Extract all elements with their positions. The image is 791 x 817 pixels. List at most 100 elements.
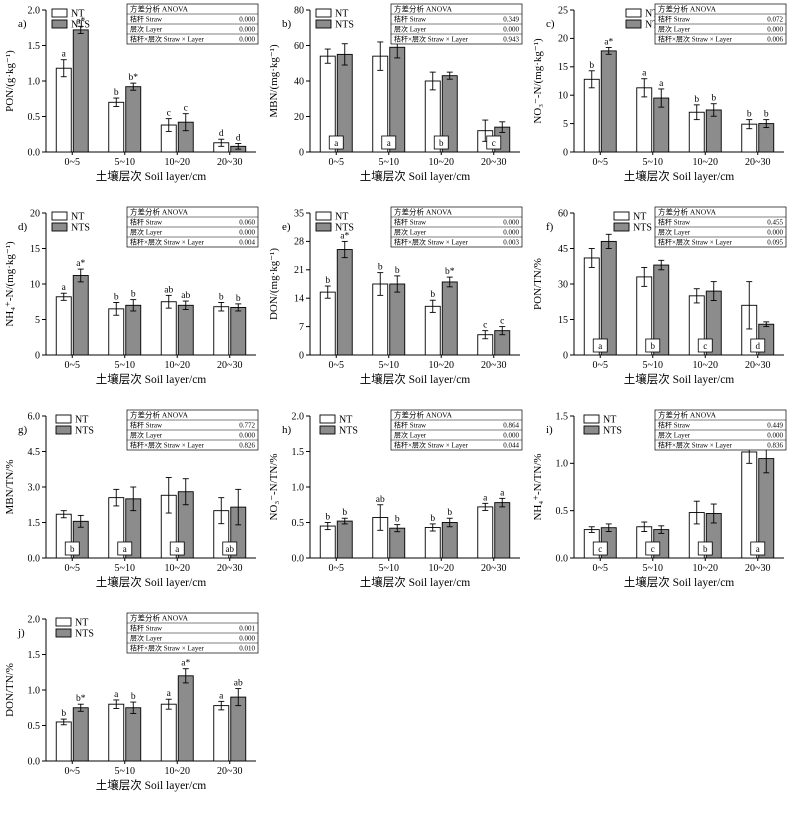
- bar-nts-0~5: [72, 707, 89, 762]
- x-tick-label: 5~10: [379, 563, 399, 574]
- sig-letter: b: [589, 61, 594, 71]
- sig-letter: a*: [181, 659, 190, 669]
- legend-swatch-nts: [319, 425, 336, 435]
- x-tick-label: 10~20: [165, 157, 190, 168]
- anova-row-label: 秸秆×层次 Straw × Layer: [394, 238, 468, 247]
- bar-nts-10~20: [177, 675, 194, 762]
- y-tick-label: 0: [563, 350, 568, 361]
- anova-title: 方差分析 ANOVA: [394, 207, 453, 217]
- x-tick-label: 10~20: [429, 563, 454, 574]
- legend-swatch-nt: [55, 617, 72, 627]
- anova-row-label: 秸秆 Straw: [394, 218, 427, 227]
- sig-letter: a: [62, 283, 67, 293]
- panel-c: 0 5 10 15 20 25 0~5 b a* 5~10 a a 10~20 b b 20~30 b b NO₃⁻…: [532, 4, 787, 183]
- anova-title: 方差分析 ANOVA: [130, 410, 189, 420]
- anova-row-label: 秸秆×层次 Straw × Layer: [658, 238, 732, 247]
- sig-letter: c: [483, 321, 487, 331]
- sig-letter: b: [236, 294, 241, 304]
- legend-swatch-nts: [55, 425, 72, 435]
- panel-letter: h): [282, 424, 292, 436]
- sig-letter: b: [430, 514, 435, 524]
- anova-row-label: 层次 Layer: [394, 25, 427, 34]
- panel-letter: c): [546, 18, 555, 30]
- legend-label-nts: NTS: [633, 223, 652, 234]
- y-axis-label: DON/TN/%: [4, 663, 16, 717]
- sig-letter: a: [659, 79, 664, 89]
- anova-row-label: 层次 Layer: [130, 228, 163, 237]
- y-tick-label: 2.0: [292, 411, 305, 422]
- anova-row-value: 0.004: [239, 239, 255, 247]
- anova-row-value: 0.864: [503, 422, 519, 430]
- y-axis-label: DON/(mg·kg⁻¹): [268, 248, 280, 320]
- anova-row-value: 0.772: [239, 422, 255, 430]
- anova-title: 方差分析 ANOVA: [658, 207, 717, 217]
- sig-letter: b: [114, 88, 119, 98]
- sig-letter: a: [167, 689, 172, 699]
- anova-row-label: 层次 Layer: [394, 228, 427, 237]
- anova-title: 方差分析 ANOVA: [130, 207, 189, 217]
- y-axis-label: MBN/(mg·kg⁻¹): [268, 44, 280, 118]
- sig-letter-box: [645, 541, 661, 556]
- legend-swatch-nt: [583, 414, 600, 424]
- x-tick-label: 20~30: [745, 563, 770, 574]
- sig-letter: c: [167, 109, 171, 119]
- sig-letter: ab: [376, 495, 385, 505]
- bar-nts-20~30: [230, 696, 247, 762]
- y-tick-label: 45: [558, 244, 568, 255]
- anova-row-label: 秸秆×层次 Straw × Layer: [658, 441, 732, 450]
- legend-label-nts: NTS: [71, 223, 90, 234]
- y-tick-label: 0.5: [292, 518, 305, 529]
- anova-row-value: 0.060: [239, 219, 255, 227]
- sig-letter-box: [328, 135, 344, 150]
- panel-j: 0.00.51.01.52.00~5bb*5~10a b10~20aa*20~30…: [4, 613, 259, 792]
- panel-letter: i): [546, 424, 553, 436]
- anova-row-value: 0.000: [767, 229, 783, 237]
- y-tick-label: 25: [558, 5, 568, 16]
- sig-letter: c: [703, 341, 707, 351]
- panel-letter: g): [18, 424, 28, 436]
- anova-row-label: 秸秆 Straw: [130, 15, 163, 24]
- x-tick-label: 0~5: [593, 157, 608, 168]
- sig-letter-box: [117, 541, 133, 556]
- x-axis-label: 土壤层次 Soil layer/cm: [624, 372, 735, 386]
- anova-row-label: 层次 Layer: [658, 25, 691, 34]
- bar-nts-0~5: [336, 249, 353, 356]
- anova-title: 方差分析 ANOVA: [394, 410, 453, 420]
- legend-swatch-nt: [315, 211, 332, 221]
- y-tick-label: 0.5: [28, 721, 41, 732]
- sig-letter: a: [756, 544, 760, 554]
- anova-row-label: 秸秆 Straw: [394, 421, 427, 430]
- anova-row-label: 秸秆 Straw: [130, 218, 163, 227]
- bar-nt-20~30: [213, 306, 230, 356]
- x-tick-label: 20~30: [745, 360, 770, 371]
- sig-letter: c: [651, 544, 655, 554]
- legend-label-nt: NT: [75, 415, 88, 426]
- sig-letter: b*: [445, 267, 455, 277]
- sig-letter: a: [219, 691, 224, 701]
- legend-label-nts: NTS: [75, 426, 94, 437]
- anova-row-value: 0.003: [503, 239, 519, 247]
- x-axis-label: 土壤层次 Soil layer/cm: [360, 169, 471, 183]
- x-tick-label: 0~5: [65, 157, 80, 168]
- anova-row-label: 层次 Layer: [130, 25, 163, 34]
- y-tick-label: 80: [294, 5, 304, 16]
- sig-letter: c: [492, 138, 496, 148]
- anova-row-label: 秸秆×层次 Straw × Layer: [130, 35, 204, 44]
- y-axis-label: NH₄⁺-N/(mg·kg⁻¹): [4, 241, 16, 327]
- sig-letter: b: [439, 138, 444, 148]
- sig-letter: b: [703, 544, 708, 554]
- bar-nt-5~10: [108, 308, 125, 356]
- legend-label-nt: NT: [339, 415, 352, 426]
- anova-row-label: 秸秆×层次 Straw × Layer: [394, 35, 468, 44]
- panel-letter: j): [17, 627, 25, 639]
- panel-b: 0 20 40 60 80 0~5 a 5~10 a 10~20 b 20~30 c MBN/(mg·kg…: [268, 4, 523, 183]
- legend-label-nt: NT: [71, 9, 84, 20]
- x-tick-label: 5~10: [379, 360, 399, 371]
- sig-letter: b: [219, 292, 224, 302]
- x-tick-label: 0~5: [329, 360, 344, 371]
- panel-letter: e): [282, 221, 291, 233]
- anova-row-value: 0.455: [767, 219, 783, 227]
- y-tick-label: 2.0: [28, 614, 41, 625]
- sig-letter: d: [236, 133, 241, 143]
- x-tick-label: 0~5: [65, 563, 80, 574]
